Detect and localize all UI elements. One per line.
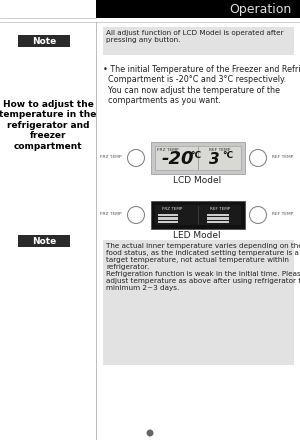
FancyBboxPatch shape <box>158 217 178 220</box>
Text: • The initial Temperature of the Freezer and Refrigerator
  Compartment is -20°C: • The initial Temperature of the Freezer… <box>103 65 300 105</box>
Circle shape <box>128 206 145 224</box>
FancyBboxPatch shape <box>158 221 178 223</box>
Text: How to adjust the
temperature in the
refrigerator and
freezer
compartment: How to adjust the temperature in the ref… <box>0 100 97 150</box>
FancyBboxPatch shape <box>96 0 300 18</box>
Text: °C: °C <box>222 150 233 160</box>
Text: -20: -20 <box>162 150 194 168</box>
FancyBboxPatch shape <box>155 205 241 225</box>
Text: Operation: Operation <box>230 3 292 15</box>
Circle shape <box>128 150 145 166</box>
Text: The actual inner temperature varies depending on the
food status, as the indicat: The actual inner temperature varies depe… <box>106 243 300 291</box>
Text: All adjust function of LCD Model is operated after
pressing any button.: All adjust function of LCD Model is oper… <box>106 30 284 43</box>
Text: REF TEMP: REF TEMP <box>209 148 231 152</box>
FancyBboxPatch shape <box>18 35 70 47</box>
FancyBboxPatch shape <box>207 214 229 216</box>
Text: Note: Note <box>32 237 56 246</box>
Text: REF TEMP: REF TEMP <box>210 207 230 211</box>
Text: FRZ TEMP: FRZ TEMP <box>162 207 182 211</box>
Circle shape <box>250 150 266 166</box>
Text: FRZ TEMP: FRZ TEMP <box>157 148 179 152</box>
Text: Note: Note <box>32 37 56 45</box>
FancyBboxPatch shape <box>103 27 294 55</box>
Text: FRZ TEMP: FRZ TEMP <box>100 212 122 216</box>
FancyBboxPatch shape <box>158 214 178 216</box>
FancyBboxPatch shape <box>207 217 229 220</box>
FancyBboxPatch shape <box>151 201 245 229</box>
FancyBboxPatch shape <box>18 235 70 247</box>
FancyBboxPatch shape <box>151 142 245 174</box>
Text: REF TEMP: REF TEMP <box>272 155 293 159</box>
Circle shape <box>250 206 266 224</box>
Text: LED Model: LED Model <box>173 231 221 240</box>
FancyBboxPatch shape <box>207 221 229 223</box>
Text: °C: °C <box>190 150 201 160</box>
FancyBboxPatch shape <box>103 240 294 365</box>
Text: LCD Model: LCD Model <box>173 176 221 185</box>
Circle shape <box>146 429 154 436</box>
Text: 3: 3 <box>209 151 219 166</box>
Text: REF TEMP: REF TEMP <box>272 212 293 216</box>
Text: FRZ TEMP: FRZ TEMP <box>100 155 122 159</box>
FancyBboxPatch shape <box>155 146 241 170</box>
